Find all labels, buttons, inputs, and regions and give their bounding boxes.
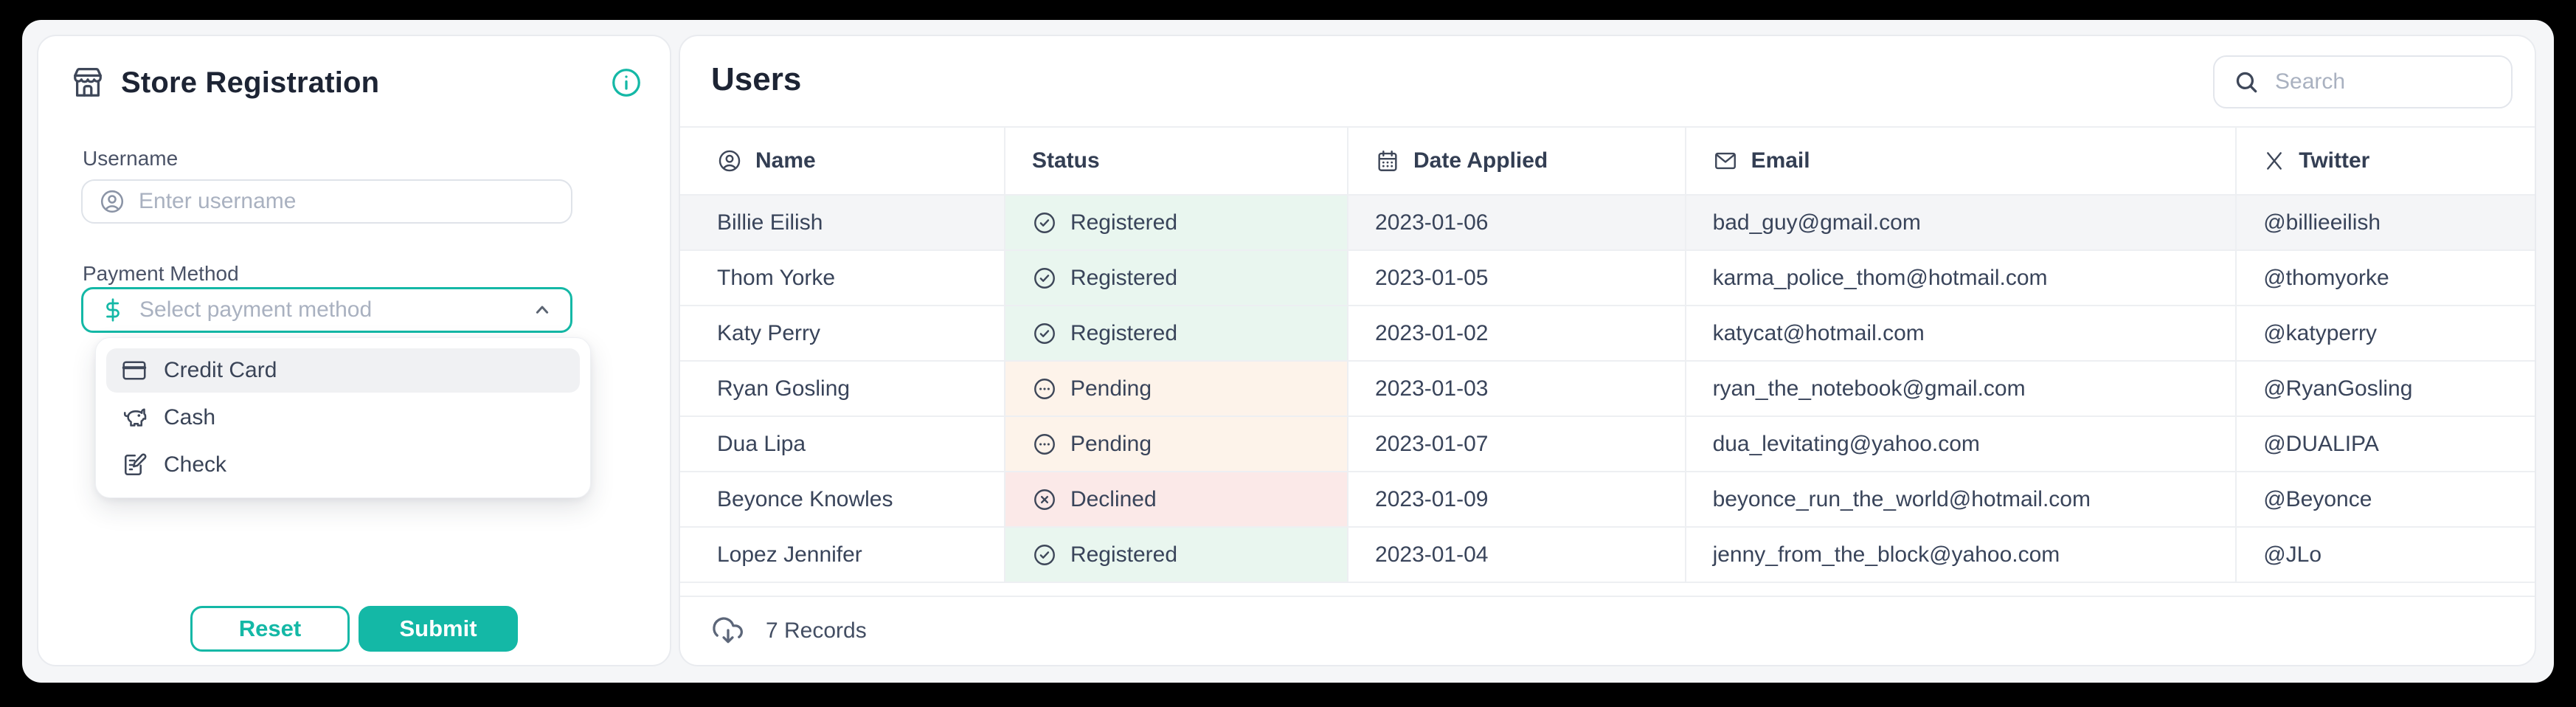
twitter-link[interactable]: @katyperry: [2235, 305, 2535, 361]
user-circle-icon: [99, 188, 125, 215]
info-icon[interactable]: [609, 66, 643, 100]
search-input[interactable]: Search: [2213, 55, 2513, 108]
name-cell: Katy Perry: [680, 305, 1005, 361]
form-buttons: Reset Submit: [38, 606, 670, 652]
email-cell: bad_guy@gmail.com: [1684, 194, 2237, 250]
email-cell: karma_police_thom@hotmail.com: [1684, 249, 2237, 306]
reset-button[interactable]: Reset: [190, 606, 350, 652]
date-applied-cell: 2023-01-02: [1347, 305, 1686, 361]
name-cell: Lopez Jennifer: [680, 526, 1005, 583]
calendar-icon: [1375, 148, 1400, 173]
pending-circle-icon: [1032, 432, 1057, 457]
twitter-link[interactable]: @JLo: [2235, 526, 2535, 583]
status-badge: Registered: [1003, 526, 1348, 583]
chevron-up-icon: [530, 298, 554, 322]
table-row[interactable]: Katy Perry Registered: [680, 305, 2535, 361]
users-card: Users Search: [679, 35, 2536, 666]
table-footer: 7 Records: [680, 596, 2535, 665]
column-header-status[interactable]: Status: [1003, 126, 1348, 195]
credit-card-icon: [121, 357, 148, 384]
option-check[interactable]: Check: [106, 443, 580, 487]
option-cash[interactable]: Cash: [106, 396, 580, 440]
column-header-name[interactable]: Name: [680, 126, 1005, 195]
status-badge: Registered: [1003, 194, 1348, 250]
twitter-link[interactable]: @DUALIPA: [2235, 415, 2535, 472]
name-cell: Thom Yorke: [680, 249, 1005, 306]
name-cell: Billie Eilish: [680, 194, 1005, 250]
option-label: Credit Card: [164, 358, 277, 382]
status-badge: Declined: [1003, 471, 1348, 527]
users-title: Users: [711, 61, 802, 97]
payment-method-placeholder: Select payment method: [139, 297, 373, 322]
date-applied-cell: 2023-01-04: [1347, 526, 1686, 583]
twitter-link[interactable]: @RyanGosling: [2235, 360, 2535, 416]
email-cell: dua_levitating@yahoo.com: [1684, 415, 2237, 472]
pending-circle-icon: [1032, 376, 1057, 401]
status-badge: Registered: [1003, 249, 1348, 306]
payment-method-select[interactable]: Select payment method: [81, 287, 572, 333]
username-label: Username: [83, 147, 179, 170]
x-circle-icon: [1032, 487, 1057, 512]
users-table-body: Billie Eilish Registe: [680, 194, 2535, 583]
twitter-link[interactable]: @Beyonce: [2235, 471, 2535, 527]
date-applied-cell: 2023-01-07: [1347, 415, 1686, 472]
name-cell: Dua Lipa: [680, 415, 1005, 472]
note-pen-icon: [121, 452, 148, 478]
user-icon: [717, 148, 742, 173]
check-circle-icon: [1032, 321, 1057, 346]
payment-method-dropdown: Credit Card Cash: [95, 337, 591, 498]
column-header-date-applied[interactable]: Date Applied: [1347, 126, 1686, 195]
username-input[interactable]: Enter username: [81, 179, 572, 224]
table-row[interactable]: Ryan Gosling Pending: [680, 360, 2535, 416]
username-placeholder: Enter username: [139, 189, 297, 213]
table-row[interactable]: Billie Eilish Registe: [680, 194, 2535, 250]
column-header-email[interactable]: Email: [1684, 126, 2237, 195]
status-badge: Pending: [1003, 415, 1348, 472]
check-circle-icon: [1032, 266, 1057, 291]
piggy-bank-icon: [121, 404, 148, 431]
name-cell: Beyonce Knowles: [680, 471, 1005, 527]
date-applied-cell: 2023-01-09: [1347, 471, 1686, 527]
search-placeholder: Search: [2275, 69, 2346, 94]
check-circle-icon: [1032, 210, 1057, 235]
table-row[interactable]: Beyonce Knowles Decli: [680, 471, 2535, 527]
payment-method-label: Payment Method: [83, 262, 239, 285]
twitter-link[interactable]: @billieeilish: [2235, 194, 2535, 250]
date-applied-cell: 2023-01-05: [1347, 249, 1686, 306]
form-header: Store Registration: [71, 66, 643, 100]
x-icon: [2263, 150, 2285, 172]
status-badge: Pending: [1003, 360, 1348, 416]
table-header-row: Name Status: [680, 126, 2535, 195]
name-cell: Ryan Gosling: [680, 360, 1005, 416]
email-cell: katycat@hotmail.com: [1684, 305, 2237, 361]
cloud-download-icon[interactable]: [711, 614, 745, 648]
table-row[interactable]: Thom Yorke Registered: [680, 249, 2535, 306]
page-background: Store Registration Username Enter userna…: [22, 20, 2554, 683]
option-credit-card[interactable]: Credit Card: [106, 348, 580, 393]
twitter-link[interactable]: @thomyorke: [2235, 249, 2535, 306]
submit-button[interactable]: Submit: [359, 606, 518, 652]
form-title: Store Registration: [121, 66, 380, 99]
table-row[interactable]: Dua Lipa Pending: [680, 415, 2535, 472]
option-label: Check: [164, 452, 227, 477]
storefront-icon: [71, 66, 105, 100]
email-cell: jenny_from_the_block@yahoo.com: [1684, 526, 2237, 583]
check-circle-icon: [1032, 542, 1057, 568]
email-cell: ryan_the_notebook@gmail.com: [1684, 360, 2237, 416]
users-table: Name Status: [680, 126, 2535, 583]
column-header-twitter[interactable]: Twitter: [2235, 126, 2535, 195]
records-count: 7 Records: [766, 618, 867, 643]
table-row[interactable]: Lopez Jennifer Regist: [680, 526, 2535, 583]
email-cell: beyonce_run_the_world@hotmail.com: [1684, 471, 2237, 527]
store-registration-card: Store Registration Username Enter userna…: [37, 35, 671, 666]
dollar-icon: [100, 297, 126, 323]
date-applied-cell: 2023-01-03: [1347, 360, 1686, 416]
envelope-icon: [1713, 148, 1738, 173]
status-badge: Registered: [1003, 305, 1348, 361]
search-icon: [2232, 68, 2260, 96]
option-label: Cash: [164, 405, 216, 430]
date-applied-cell: 2023-01-06: [1347, 194, 1686, 250]
